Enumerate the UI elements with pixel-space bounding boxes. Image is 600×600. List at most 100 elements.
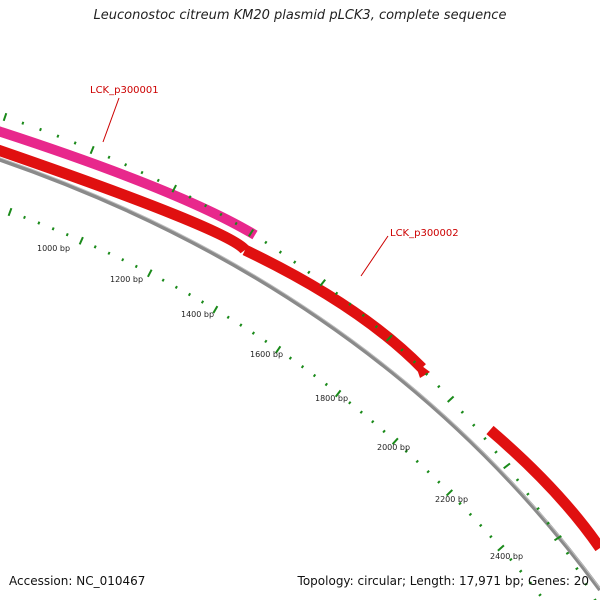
gene-label-lck-p300001[interactable]: LCK_p300001 xyxy=(90,85,159,96)
tick-label-1600: 1600 bp xyxy=(250,350,283,359)
outer-tick-19 xyxy=(307,270,311,275)
backbone-arc xyxy=(0,157,600,592)
outer-tick-7 xyxy=(124,163,128,167)
map-title: Leuconostoc citreum KM20 plasmid pLCK3, … xyxy=(93,8,507,23)
inner-tick-30 xyxy=(391,437,399,445)
tick-label-1400: 1400 bp xyxy=(181,310,214,319)
outer-tick-30 xyxy=(447,395,455,403)
inner-tick-28 xyxy=(371,419,375,424)
gene-feature-inner-1[interactable] xyxy=(0,144,250,254)
outer-tick-15 xyxy=(248,228,255,237)
inner-tick-34 xyxy=(437,480,441,484)
inner-tick-23 xyxy=(312,373,317,378)
outer-tick-3 xyxy=(56,134,60,138)
outer-tick-24 xyxy=(374,324,379,329)
outer-tick-11 xyxy=(188,195,192,199)
outer-tick-35 xyxy=(503,462,511,470)
outer-tick-25 xyxy=(385,334,393,342)
inner-tick-7 xyxy=(107,251,111,255)
inner-tick-39 xyxy=(489,534,493,539)
inner-tick-1 xyxy=(23,215,26,220)
outer-tick-23 xyxy=(361,313,365,318)
tick-label-1000: 1000 bp xyxy=(37,244,70,253)
inner-tick-9 xyxy=(134,264,138,269)
inner-tick-29 xyxy=(382,429,386,434)
outer-tick-37 xyxy=(526,492,530,496)
outer-tick-18 xyxy=(293,260,297,264)
gene-feature-lck-p300001[interactable] xyxy=(0,126,258,240)
tick-label-2200: 2200 bp xyxy=(435,495,468,504)
outer-tick-row xyxy=(2,112,597,600)
outer-tick-38 xyxy=(536,506,540,511)
outer-tick-12 xyxy=(204,203,208,208)
inner-tick-36 xyxy=(458,501,462,506)
outer-tick-14 xyxy=(234,221,238,226)
inner-tick-5 xyxy=(78,236,84,245)
inner-tick-21 xyxy=(288,356,293,360)
inner-tick-17 xyxy=(239,323,243,327)
outer-tick-2 xyxy=(39,127,42,132)
inner-tick-11 xyxy=(161,278,165,282)
inner-tick-42 xyxy=(518,569,523,573)
outer-tick-31 xyxy=(460,410,465,414)
outer-tick-13 xyxy=(219,212,223,217)
topology-summary: Topology: circular; Length: 17,971 bp; G… xyxy=(297,574,589,588)
outer-tick-32 xyxy=(472,423,476,427)
leader-line-lck-p300001 xyxy=(102,97,120,143)
outer-tick-34 xyxy=(494,450,498,454)
outer-tick-39 xyxy=(546,521,550,525)
inner-tick-24 xyxy=(324,382,329,387)
inner-tick-13 xyxy=(187,292,192,297)
inner-tick-4 xyxy=(65,233,69,237)
outer-tick-21 xyxy=(334,291,339,296)
inner-tick-10 xyxy=(147,269,153,278)
inner-tick-3 xyxy=(51,227,55,231)
outer-tick-22 xyxy=(348,302,352,306)
inner-tick-row xyxy=(7,207,542,597)
inner-tick-0 xyxy=(7,207,13,217)
inner-tick-26 xyxy=(348,401,352,405)
inner-tick-2 xyxy=(37,221,41,225)
inner-tick-19 xyxy=(264,339,268,344)
outer-tick-29 xyxy=(437,384,441,389)
outer-tick-17 xyxy=(278,250,283,254)
tick-label-2000: 2000 bp xyxy=(377,443,410,452)
inner-tick-12 xyxy=(174,285,178,289)
gene-feature-lck-p300002[interactable] xyxy=(242,245,426,372)
inner-tick-37 xyxy=(468,512,473,517)
inner-tick-44 xyxy=(538,593,542,597)
inner-tick-40 xyxy=(497,544,505,552)
inner-tick-14 xyxy=(200,300,205,304)
tick-label-2400: 2400 bp xyxy=(490,552,523,561)
tick-label-1200: 1200 bp xyxy=(110,275,143,284)
backbone-arc-highlight xyxy=(0,157,600,589)
outer-tick-6 xyxy=(107,155,111,160)
leader-line-lck-p300002 xyxy=(360,235,389,277)
outer-tick-8 xyxy=(140,170,144,175)
outer-tick-27 xyxy=(412,360,417,364)
outer-tick-40 xyxy=(553,535,562,542)
inner-tick-18 xyxy=(251,331,256,335)
outer-tick-10 xyxy=(171,184,177,193)
outer-tick-42 xyxy=(575,567,579,571)
inner-tick-15 xyxy=(212,305,219,314)
inner-tick-43 xyxy=(528,581,533,585)
inner-tick-25 xyxy=(334,389,342,398)
inner-tick-8 xyxy=(121,258,125,262)
outer-tick-9 xyxy=(156,178,160,183)
outer-tick-0 xyxy=(2,112,8,122)
outer-tick-5 xyxy=(89,145,95,155)
gene-label-lck-p300002[interactable]: LCK_p300002 xyxy=(390,228,459,239)
outer-tick-16 xyxy=(264,240,268,245)
inner-tick-33 xyxy=(426,470,430,474)
outer-tick-26 xyxy=(400,348,404,352)
inner-tick-38 xyxy=(479,523,483,528)
gene-feature-inner-2[interactable] xyxy=(486,425,600,552)
inner-tick-31 xyxy=(404,449,409,453)
inner-tick-35 xyxy=(445,489,454,497)
inner-tick-32 xyxy=(415,459,419,464)
outer-tick-28 xyxy=(425,372,429,376)
outer-tick-41 xyxy=(565,551,570,555)
inner-tick-41 xyxy=(509,557,513,562)
